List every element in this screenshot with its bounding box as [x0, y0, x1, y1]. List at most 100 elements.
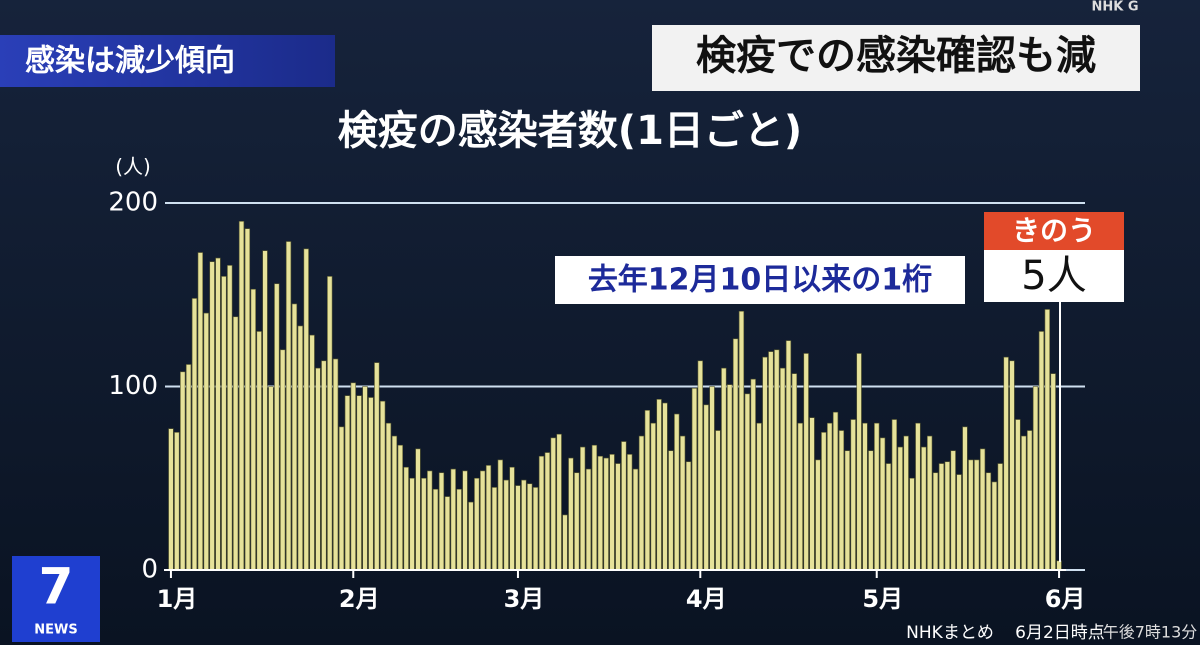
- bar: [850, 419, 856, 571]
- bar: [274, 283, 280, 571]
- bar: [215, 257, 221, 571]
- bar: [544, 452, 551, 571]
- bar: [1021, 435, 1027, 571]
- bar: [515, 485, 521, 571]
- bar: [297, 325, 303, 571]
- bar: [674, 413, 680, 571]
- headline-box: [652, 25, 1140, 91]
- bar: [662, 402, 668, 571]
- x-tick-label: 1月: [157, 585, 198, 613]
- bar: [838, 430, 845, 571]
- bar: [903, 435, 909, 571]
- bar: [368, 397, 374, 571]
- bar: [809, 417, 815, 571]
- bar: [921, 446, 927, 571]
- bar: [621, 441, 627, 571]
- channel-logo: NHK G: [1091, 0, 1138, 15]
- bar: [427, 470, 433, 571]
- bar: [1003, 356, 1009, 571]
- bar: [797, 422, 803, 571]
- bar: [1026, 430, 1033, 571]
- bar: [350, 382, 356, 571]
- x-tick-label: 2月: [339, 585, 380, 613]
- bar: [327, 276, 333, 571]
- bar: [638, 435, 645, 571]
- bar: [185, 364, 192, 571]
- bar: [397, 444, 403, 571]
- bar: [568, 457, 574, 571]
- chart-title: 検疫の感染者数(1日ごと): [338, 108, 802, 154]
- bar: [244, 228, 251, 571]
- bar: [956, 474, 962, 571]
- bar: [238, 221, 245, 571]
- bar: [380, 400, 386, 571]
- bar: [1015, 419, 1021, 571]
- bar: [456, 488, 462, 571]
- bar: [309, 334, 315, 571]
- bar: [603, 457, 609, 571]
- bar: [574, 472, 580, 571]
- bar: [891, 419, 898, 571]
- bar: [1056, 560, 1062, 571]
- bar: [344, 395, 351, 571]
- bar: [985, 472, 992, 571]
- bar: [715, 430, 721, 571]
- bar: [885, 463, 892, 571]
- bar: [268, 386, 274, 571]
- bar: [774, 349, 780, 571]
- bar: [750, 378, 756, 571]
- bar: [509, 466, 515, 571]
- bar: [256, 331, 262, 571]
- bar: [450, 468, 456, 571]
- bar: [362, 386, 368, 571]
- bar: [791, 373, 798, 571]
- bar: [291, 303, 298, 571]
- bar: [332, 358, 339, 571]
- bar: [968, 459, 974, 571]
- callout-value: 5人: [1021, 253, 1086, 299]
- bar: [832, 411, 839, 571]
- bar: [538, 455, 545, 571]
- bar: [979, 448, 986, 571]
- bar: [303, 248, 309, 571]
- bar: [627, 454, 633, 571]
- bar: [785, 340, 792, 571]
- bar: [738, 310, 745, 571]
- bar: [374, 362, 380, 571]
- bar: [597, 455, 603, 571]
- bar: [321, 360, 327, 571]
- bar: [744, 393, 750, 571]
- bar: [1032, 386, 1039, 571]
- bar: [1050, 373, 1056, 571]
- bar: [232, 316, 239, 571]
- bar: [815, 459, 821, 571]
- bar: [650, 422, 656, 571]
- clock: 午後7時13分: [1103, 623, 1198, 642]
- program-name: NEWS: [34, 623, 77, 638]
- bar: [550, 437, 556, 571]
- bar: [585, 468, 592, 571]
- bar: [527, 483, 533, 571]
- bar: [950, 450, 956, 571]
- bar: [485, 465, 492, 571]
- bar: [174, 432, 180, 571]
- bar: [491, 487, 498, 571]
- bar: [732, 338, 739, 571]
- bar: [591, 444, 598, 571]
- bar: [579, 446, 586, 571]
- as-of: 6月2日時点: [1015, 623, 1105, 643]
- callout-value-box: [984, 250, 1124, 302]
- bar: [632, 468, 639, 571]
- bar: [562, 514, 568, 571]
- bar: [468, 501, 474, 571]
- bar: [997, 463, 1003, 571]
- bar: [315, 367, 321, 571]
- bar: [868, 450, 874, 571]
- bar: [821, 432, 827, 571]
- bar: [209, 261, 215, 571]
- callout-label-box: [984, 212, 1124, 250]
- annotation: 去年12月10日以来の1桁: [588, 263, 932, 298]
- x-tick-label: 3月: [504, 585, 545, 613]
- bar: [474, 477, 480, 571]
- bar: [497, 459, 503, 571]
